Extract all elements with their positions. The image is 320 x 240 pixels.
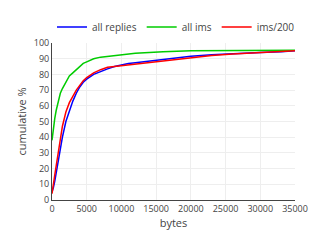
svg-text:cumulative %: cumulative % — [14, 87, 29, 155]
svg-text:10: 10 — [39, 177, 49, 190]
svg-text:25000: 25000 — [213, 202, 239, 215]
svg-text:90: 90 — [39, 52, 49, 65]
svg-text:15000: 15000 — [143, 202, 169, 215]
svg-text:60: 60 — [39, 99, 49, 112]
svg-text:bytes: bytes — [160, 215, 188, 230]
svg-text:20000: 20000 — [178, 202, 204, 215]
svg-text:35000: 35000 — [282, 202, 308, 215]
svg-text:0: 0 — [49, 202, 54, 215]
svg-text:all replies: all replies — [92, 20, 137, 34]
svg-text:40: 40 — [39, 130, 49, 143]
svg-text:50: 50 — [39, 115, 49, 128]
svg-text:70: 70 — [39, 83, 49, 96]
svg-text:0: 0 — [44, 193, 49, 206]
svg-text:100: 100 — [34, 36, 49, 49]
svg-text:30: 30 — [39, 146, 49, 159]
svg-text:10000: 10000 — [109, 202, 135, 215]
svg-text:20: 20 — [39, 162, 49, 175]
svg-text:80: 80 — [39, 68, 49, 81]
svg-text:all ims: all ims — [182, 20, 212, 34]
svg-text:30000: 30000 — [247, 202, 273, 215]
svg-text:ims/200: ims/200 — [257, 20, 295, 34]
svg-text:5000: 5000 — [76, 202, 97, 215]
